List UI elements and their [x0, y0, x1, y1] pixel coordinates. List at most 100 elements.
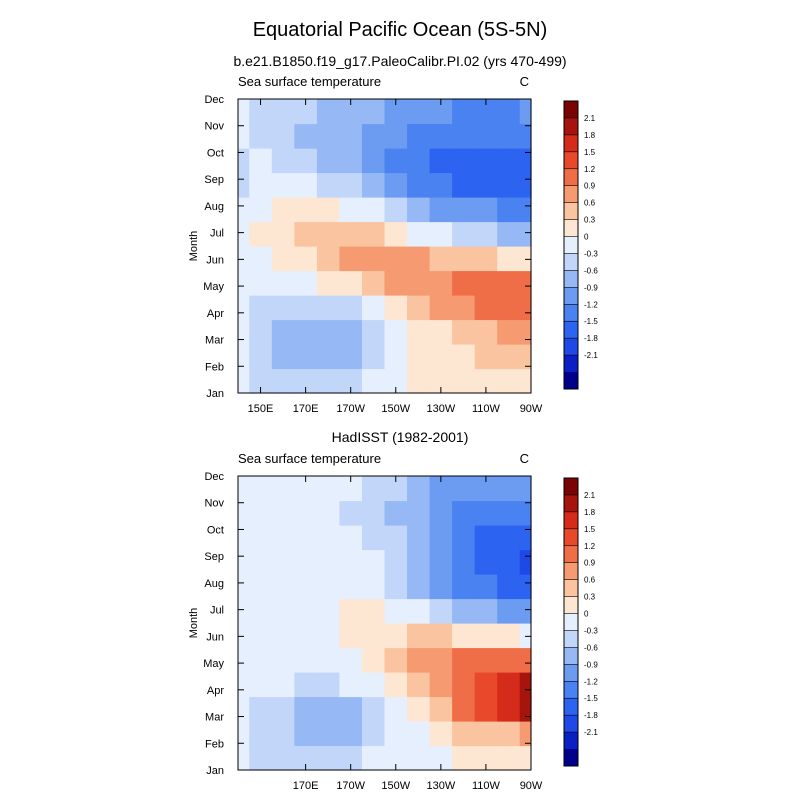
colorbar-swatch	[564, 372, 578, 390]
heatmap-cell	[407, 574, 431, 600]
heatmap-cell	[497, 598, 521, 624]
heatmap-cell	[384, 500, 408, 526]
colorbar-swatch	[564, 698, 578, 716]
colorbar-frame	[563, 100, 579, 390]
heatmap-cell	[316, 672, 341, 698]
heatmap-cell	[497, 197, 521, 223]
heatmap-cell	[519, 476, 532, 502]
y-tick-label: May	[203, 658, 224, 670]
colorbar-swatch	[564, 270, 578, 288]
x-tick-label: 170W	[336, 780, 365, 792]
x-tick-label: 130W	[426, 403, 455, 415]
heatmap-cell	[249, 623, 273, 649]
x-tick-label: 110W	[472, 403, 501, 415]
heatmap-cell	[249, 500, 273, 526]
heatmap-cell	[429, 525, 453, 551]
heatmap-cell	[316, 99, 341, 125]
heatmap-cell	[497, 647, 521, 673]
heatmap-cell	[271, 344, 295, 370]
colorbar-label: 1.8	[584, 508, 596, 517]
y-axis: Jan Feb Mar Apr May Jun Jul Aug Sep Oct Nov Dec	[203, 471, 531, 777]
heatmap-cell	[519, 598, 532, 624]
heatmap-cell	[238, 745, 250, 771]
colorbar-swatch	[564, 202, 578, 220]
heatmap-cell	[407, 500, 431, 526]
heatmap-cell	[474, 721, 498, 747]
heatmap-cell	[452, 623, 476, 649]
heatmap-cell	[316, 148, 341, 174]
heatmap-cell	[249, 172, 273, 198]
heatmap-cell	[271, 221, 295, 247]
colorbar-label: 1.2	[584, 542, 596, 551]
y-tick-label: Jul	[210, 228, 224, 240]
colorbar-label: 0.6	[584, 199, 596, 208]
heatmap-cell	[519, 745, 532, 771]
heatmap-cell	[429, 500, 453, 526]
heatmap-cell	[238, 647, 250, 673]
y-tick-label: Aug	[204, 578, 224, 590]
heatmap-cell	[407, 221, 431, 247]
y-axis: Jan Feb Mar Apr May Jun Jul Aug Sep Oct Nov Dec	[203, 94, 531, 400]
heatmap-cell	[519, 172, 532, 198]
heatmap-cell	[339, 148, 363, 174]
heatmap-cell	[238, 696, 250, 722]
heatmap-cell	[339, 745, 363, 771]
colorbar-label: 1.5	[584, 525, 596, 534]
colorbar-swatch	[564, 579, 578, 597]
heatmap-cell	[452, 246, 476, 272]
heatmap-cell	[271, 172, 295, 198]
y-tick-label: Aug	[204, 201, 224, 213]
heatmap-cell	[497, 696, 521, 722]
heatmap-cell	[452, 172, 476, 198]
x-axis: 170E 170W 150W 130W 110W 90W	[293, 476, 543, 792]
heatmap-cell	[429, 549, 453, 575]
heatmap-cell	[238, 368, 250, 394]
heatmap-cell	[316, 221, 341, 247]
colorbar-label: 2.1	[584, 114, 596, 123]
heatmap-cell	[519, 368, 532, 394]
heatmap-cell	[271, 99, 295, 125]
heatmap-cell	[519, 549, 532, 575]
panels: b.e21.B1850.f19_g17.PaleoCalibr.PI.02 (y…	[188, 53, 598, 792]
x-tick-label: 170W	[336, 403, 365, 415]
heatmap-cell	[474, 525, 498, 551]
colorbar-swatch	[564, 478, 578, 496]
panel-title: HadISST (1982-2001)	[332, 429, 469, 445]
heatmap-cell	[384, 598, 408, 624]
heatmap-cell	[407, 270, 431, 296]
y-tick-label: Dec	[204, 471, 224, 483]
heatmap-cell	[407, 148, 431, 174]
colorbar-label: -2.1	[584, 351, 598, 360]
heatmap-cell	[271, 295, 295, 321]
colorbar-label: 1.5	[584, 148, 596, 157]
x-tick-label: 110W	[472, 780, 501, 792]
colorbar-label: 0.9	[584, 559, 596, 568]
heatmap-cell	[407, 246, 431, 272]
heatmap-cell	[339, 500, 363, 526]
heatmap-cell	[474, 745, 498, 771]
heatmap-cell	[294, 500, 318, 526]
colorbar-swatch	[564, 562, 578, 581]
heatmap-cell	[429, 295, 453, 321]
heatmap-cell	[294, 721, 318, 747]
heatmap-cell	[429, 246, 453, 272]
heatmap-cell	[384, 549, 408, 575]
heatmap-cell	[384, 721, 408, 747]
colorbar-label: -1.2	[584, 300, 598, 309]
heatmap-cell	[474, 197, 498, 223]
colorbar-swatch	[564, 613, 578, 631]
heatmap-cell	[384, 270, 408, 296]
heatmap-cell	[361, 500, 386, 526]
heatmap-cell	[238, 549, 250, 575]
colorbar-label: -1.2	[584, 677, 598, 686]
colorbar-swatch	[564, 287, 578, 305]
heatmap-cell	[407, 99, 431, 125]
colorbar-swatch	[564, 321, 578, 339]
heatmap-cell	[452, 295, 476, 321]
heatmap-cell	[294, 295, 318, 321]
heatmap-cell	[452, 721, 476, 747]
heatmap-cell	[339, 295, 363, 321]
heatmap-cell	[452, 319, 476, 345]
heatmap-cell	[497, 270, 521, 296]
colorbar-swatch	[564, 528, 578, 547]
